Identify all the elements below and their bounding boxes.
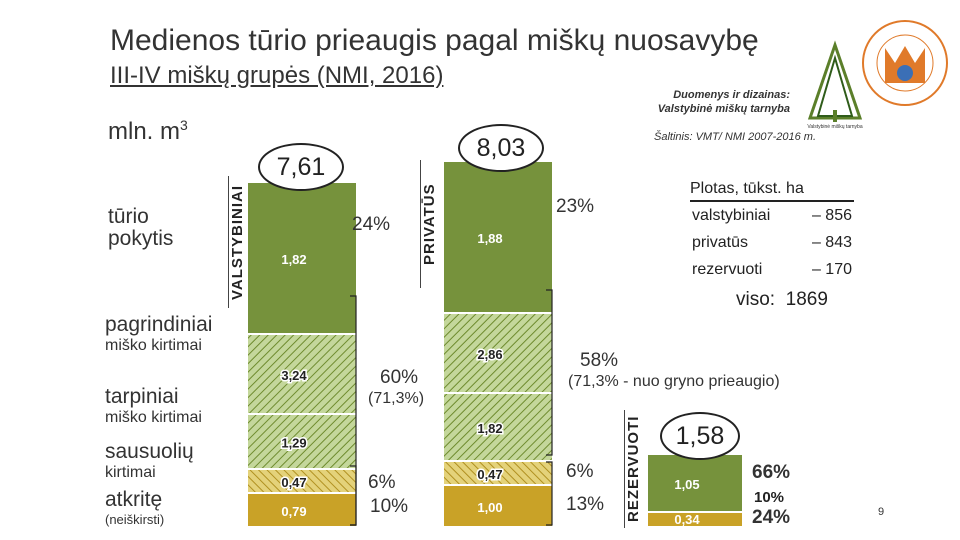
row-label-main-harvest-line2: miško kirtimai	[105, 337, 202, 354]
source-note-line-2: Valstybinė miškų tarnyba	[657, 103, 790, 115]
bar-segment-harvest-1	[444, 394, 552, 460]
row-label-fallen: atkritę (neiškirsti)	[105, 488, 164, 527]
source-note: Duomenys ir dizainas: Valstybinė miškų t…	[648, 88, 790, 116]
pct-state-harvest: 60%	[380, 367, 419, 388]
legend-row-state: valstybiniai – 856	[692, 207, 852, 225]
bar-label-fallen-2: 0,34	[674, 512, 700, 527]
legend-row-reserved: rezervuoti – 170	[692, 261, 852, 279]
bar-segment-change-2	[648, 455, 742, 511]
pct-reserved-change: 66%	[752, 462, 791, 483]
pct-state-sanitary: 6%	[368, 472, 396, 493]
pct-reserved-fallen: 24%	[752, 507, 791, 528]
bracket-3	[546, 461, 553, 526]
bar-segment-harvest-1	[444, 314, 552, 392]
pct-state-fallen: 10%	[370, 496, 409, 517]
logo-caption: Valstybinė miškų tarnyba	[807, 124, 862, 130]
bar-label-sanitary-1: 0,47	[477, 467, 502, 482]
bar-segment-sanitary-0	[248, 470, 356, 492]
row-label-sanitary-line1: sausuolių	[105, 440, 194, 463]
forest-service-logo: Valstybinė miškų tarnyba	[807, 40, 863, 130]
legend-total-value: 1869	[785, 289, 828, 310]
legend-row-state-label: valstybiniai	[692, 207, 771, 224]
bracket-2	[546, 289, 553, 456]
row-label-thinning: tarpiniai miško kirtimai	[105, 385, 202, 427]
bar-segment-fallen-2	[648, 513, 742, 526]
bar-label-change-1: 1,88	[477, 231, 502, 246]
pct-state-harvest-sub: (71,3%)	[368, 390, 425, 407]
total-bubble-reserved: 1,58	[660, 412, 740, 460]
legend-row-reserved-value: – 170	[811, 261, 852, 278]
page-number: 9	[878, 506, 885, 518]
bar-label-harvest-0: 3,24	[281, 368, 307, 383]
row-label-change-line1: tūrio	[108, 205, 149, 228]
row-label-change: tūrio pokytis	[108, 206, 173, 250]
bar-label-change-0: 1,82	[281, 252, 306, 267]
unit-label: mln. m3	[108, 117, 188, 146]
bar-segment-change-1	[444, 162, 552, 312]
bar-segment-harvest-0	[248, 335, 356, 413]
pct-private-fallen: 13%	[566, 494, 605, 515]
row-label-main-harvest-line1: pagrindiniai	[105, 313, 213, 336]
source-citation: Šaltinis: VMT/ NMI 2007-2016 m.	[654, 131, 817, 143]
bar-label-fallen-0: 0,79	[281, 504, 306, 519]
legend-row-reserved-label: rezervuoti	[692, 261, 763, 278]
bar-label-fallen-1: 1,00	[477, 500, 502, 515]
legend-total-label: viso:	[736, 289, 776, 310]
pct-private-harvest-sub: (71,3% - nuo gryno prieaugio)	[568, 373, 780, 390]
row-label-thinning-line2: miško kirtimai	[105, 409, 202, 426]
chart-subtitle: III-IV miškų grupės (NMI, 2016)	[110, 62, 444, 89]
legend-row-state-value: – 856	[811, 207, 852, 224]
bar-segment-sanitary-1	[444, 462, 552, 484]
legend-title: Plotas, tūkst. ha	[690, 180, 854, 202]
bar-segment-change-0	[248, 183, 356, 333]
legend-total: viso: 1869	[736, 289, 828, 311]
row-label-fallen-line2: (neiškirsti)	[105, 512, 165, 527]
bar-label-change-2: 1,05	[674, 477, 699, 492]
source-note-line-1: Duomenys ir dizainas:	[673, 89, 790, 101]
pct-state-change: 24%	[352, 214, 391, 235]
bar-label-harvest-1: 1,82	[477, 421, 502, 436]
total-bubble-state: 7,61	[258, 143, 344, 191]
pct-reserved-mid: 10%	[754, 489, 785, 506]
bar-segment-fallen-1	[444, 486, 552, 526]
row-label-sanitary-line2: kirtimai	[105, 464, 156, 481]
bracket-1	[350, 465, 357, 526]
bar-segment-fallen-0	[248, 494, 356, 526]
pct-private-harvest: 58%	[580, 350, 619, 371]
unit-text: mln. m	[108, 118, 180, 145]
row-label-thinning-line1: tarpiniai	[105, 385, 179, 408]
legend-row-private-label: privatūs	[692, 234, 749, 251]
bar-label-harvest-0: 1,29	[281, 436, 306, 451]
row-label-main-harvest: pagrindiniai miško kirtimai	[105, 313, 212, 355]
pct-private-sanitary: 6%	[566, 461, 594, 482]
bar-label-harvest-1: 2,86	[477, 347, 502, 362]
row-label-fallen-line1: atkritę	[105, 488, 163, 511]
row-label-sanitary: sausuolių kirtimai	[105, 440, 194, 482]
pct-private-change: 23%	[556, 196, 595, 217]
unit-superscript: 3	[180, 117, 188, 133]
bars-layer: 0,79 0,47 1,29 3,24 1,82 1,00 0,47 1,82 2,86 1,88…	[248, 162, 742, 527]
legend-row-private-value: – 843	[811, 234, 852, 251]
chart-title: Medienos tūrio prieaugis pagal miškų nuo…	[110, 24, 759, 57]
legend-row-private: privatūs – 843	[692, 234, 852, 252]
row-label-change-line2: pokytis	[108, 227, 174, 250]
total-bubble-private: 8,03	[458, 124, 544, 172]
bar-segment-harvest-0	[248, 415, 356, 468]
bar-label-sanitary-0: 0,47	[281, 475, 306, 490]
ministry-seal	[862, 20, 948, 106]
